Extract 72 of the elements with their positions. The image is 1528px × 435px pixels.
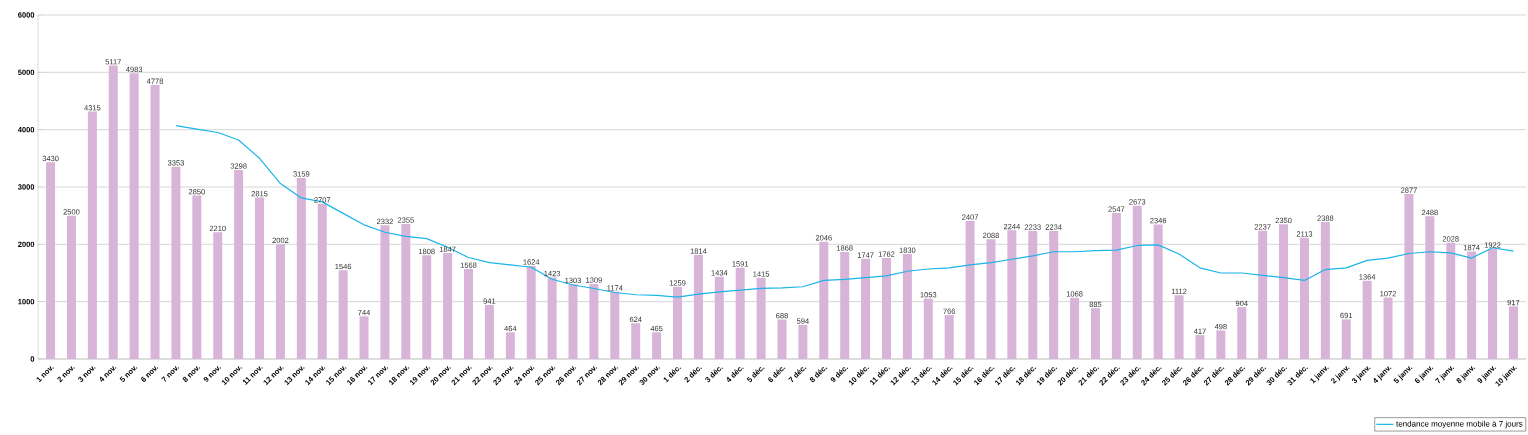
bar <box>819 241 829 359</box>
bar <box>526 265 536 359</box>
bar <box>255 197 265 359</box>
bar <box>965 220 975 359</box>
bar <box>631 323 641 359</box>
bar <box>1508 306 1518 359</box>
bar <box>1216 330 1226 359</box>
bar <box>66 215 76 359</box>
bar <box>1153 224 1163 359</box>
bar <box>861 258 871 359</box>
bar <box>735 267 745 359</box>
bar <box>1425 216 1435 359</box>
bar <box>840 251 850 359</box>
bar <box>1404 194 1414 359</box>
bar <box>1070 297 1080 359</box>
bar <box>505 332 515 359</box>
bar <box>756 277 766 359</box>
bar <box>798 324 808 359</box>
bar <box>1258 230 1268 359</box>
bar <box>777 319 787 359</box>
bar <box>547 277 557 359</box>
bar <box>464 269 474 359</box>
bar <box>484 305 494 359</box>
bar <box>87 111 97 359</box>
legend-label: tendance moyenne mobile à 7 jours <box>1396 420 1523 429</box>
bar <box>192 195 202 359</box>
bar <box>944 315 954 359</box>
bar <box>150 85 160 359</box>
bar <box>1090 308 1100 359</box>
bar <box>1028 230 1038 359</box>
bar <box>902 254 912 359</box>
bar <box>1237 307 1247 359</box>
bar <box>317 203 327 359</box>
bar <box>1007 230 1017 359</box>
bar <box>1174 295 1184 359</box>
bar <box>296 177 306 359</box>
bar <box>1488 248 1498 359</box>
bar <box>275 244 285 359</box>
bar <box>673 286 682 359</box>
bar <box>610 291 620 359</box>
bar <box>1362 280 1372 359</box>
bar <box>171 166 181 359</box>
bar <box>129 73 139 359</box>
bar <box>1467 251 1477 359</box>
bar <box>1446 242 1456 359</box>
bar <box>1111 212 1121 359</box>
bar <box>1132 205 1142 359</box>
bar <box>380 225 390 359</box>
bar <box>1383 297 1393 359</box>
bar <box>1195 335 1205 359</box>
bar <box>1049 230 1059 359</box>
bar <box>881 257 891 359</box>
bar <box>234 169 244 359</box>
bar <box>589 283 599 359</box>
bar <box>1279 224 1289 359</box>
bar <box>401 223 411 359</box>
bar <box>443 253 453 359</box>
bar <box>359 316 369 359</box>
bar <box>108 65 118 359</box>
bar <box>338 270 348 359</box>
bar <box>1341 319 1351 359</box>
bar <box>1299 237 1309 359</box>
bar <box>714 276 724 359</box>
bar <box>693 254 703 359</box>
bar <box>46 162 56 359</box>
bar <box>652 332 662 359</box>
bar <box>1320 222 1330 359</box>
bar <box>568 284 578 359</box>
bar <box>422 255 432 359</box>
bar <box>213 232 223 359</box>
bar <box>986 239 996 359</box>
bar <box>923 298 933 359</box>
